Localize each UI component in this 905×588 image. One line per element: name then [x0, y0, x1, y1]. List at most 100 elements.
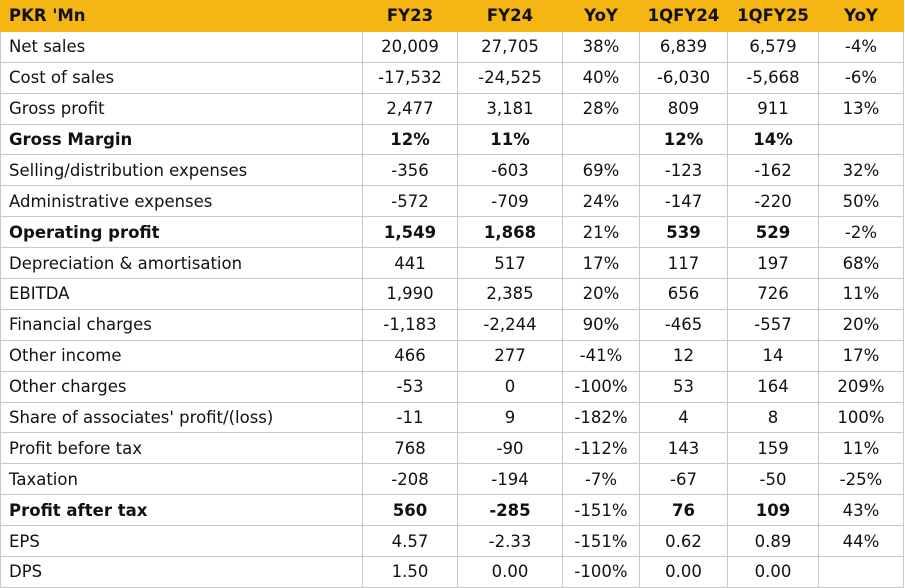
- yoy-annual-cell: 90%: [562, 308, 640, 341]
- header-fy23: FY23: [362, 0, 458, 32]
- 1qfy24-cell: 143: [639, 432, 728, 465]
- fy23-cell: -17,532: [362, 61, 458, 94]
- 1qfy24-cell: 6,839: [639, 30, 728, 63]
- fy23-cell: -1,183: [362, 308, 458, 341]
- fy23-cell: -356: [362, 154, 458, 187]
- fy23-cell: -208: [362, 463, 458, 496]
- row-label: Other income: [0, 339, 363, 372]
- fy24-cell: 0.00: [457, 556, 563, 588]
- fy23-cell: 441: [362, 247, 458, 280]
- fy24-cell: 2,385: [457, 278, 563, 310]
- fy24-cell: -2.33: [457, 525, 563, 558]
- table-row: Selling/distribution expenses -356 -603 69%…: [0, 154, 904, 187]
- table-row: Operating profit 1,549 1,868 21% 539 529 -2%: [0, 216, 904, 249]
- 1qfy24-cell: 0.00: [639, 556, 728, 588]
- 1qfy25-cell: 197: [727, 247, 819, 280]
- 1qfy24-cell: -147: [639, 185, 728, 218]
- 1qfy24-cell: 0.62: [639, 525, 728, 558]
- table-row: Cost of sales -17,532 -24,525 40% -6,030 -5,6…: [0, 61, 904, 94]
- 1qfy25-cell: -5,668: [727, 61, 819, 94]
- fy23-cell: 20,009: [362, 30, 458, 63]
- 1qfy24-cell: -67: [639, 463, 728, 496]
- fy23-cell: 560: [362, 494, 458, 527]
- yoy-quarterly-cell: 17%: [818, 339, 904, 372]
- table-header: PKR 'Mn FY23 FY24 YoY 1QFY24 1QFY25 YoY: [0, 0, 904, 32]
- table-row: Taxation -208 -194 -7% -67 -50 -25%: [0, 463, 904, 496]
- 1qfy25-cell: 14%: [727, 123, 819, 156]
- fy24-cell: 27,705: [457, 30, 563, 63]
- fy24-cell: -24,525: [457, 61, 563, 94]
- fy23-cell: 2,477: [362, 92, 458, 125]
- row-label: Net sales: [0, 30, 363, 63]
- fy23-cell: 466: [362, 339, 458, 372]
- fy23-cell: 12%: [362, 123, 458, 156]
- 1qfy25-cell: 164: [727, 370, 819, 403]
- yoy-annual-cell: 40%: [562, 61, 640, 94]
- 1qfy25-cell: 6,579: [727, 30, 819, 63]
- row-label: Other charges: [0, 370, 363, 403]
- 1qfy24-cell: 809: [639, 92, 728, 125]
- yoy-quarterly-cell: 50%: [818, 185, 904, 218]
- fy24-cell: 1,868: [457, 216, 563, 249]
- row-label: Gross Margin: [0, 123, 363, 156]
- yoy-quarterly-cell: 11%: [818, 432, 904, 465]
- yoy-annual-cell: -100%: [562, 370, 640, 403]
- 1qfy25-cell: 911: [727, 92, 819, 125]
- header-row: PKR 'Mn FY23 FY24 YoY 1QFY24 1QFY25 YoY: [0, 0, 904, 32]
- table-row: Administrative expenses -572 -709 24% -147 -2…: [0, 185, 904, 218]
- table-row: EBITDA 1,990 2,385 20% 656 726 11%: [0, 278, 904, 310]
- 1qfy24-cell: 12: [639, 339, 728, 372]
- yoy-quarterly-cell: 68%: [818, 247, 904, 280]
- row-label: Administrative expenses: [0, 185, 363, 218]
- header-yoy-annual: YoY: [562, 0, 640, 32]
- yoy-annual-cell: -7%: [562, 463, 640, 496]
- yoy-quarterly-cell: -4%: [818, 30, 904, 63]
- table-row: Depreciation & amortisation 441 517 17% 117 1…: [0, 247, 904, 280]
- row-label: Profit before tax: [0, 432, 363, 465]
- yoy-quarterly-cell: [818, 123, 904, 156]
- 1qfy24-cell: 53: [639, 370, 728, 403]
- fy24-cell: 0: [457, 370, 563, 403]
- fy24-cell: 3,181: [457, 92, 563, 125]
- yoy-annual-cell: -112%: [562, 432, 640, 465]
- yoy-quarterly-cell: 11%: [818, 278, 904, 310]
- row-label: Depreciation & amortisation: [0, 247, 363, 280]
- 1qfy24-cell: -123: [639, 154, 728, 187]
- yoy-annual-cell: [562, 123, 640, 156]
- yoy-quarterly-cell: 43%: [818, 494, 904, 527]
- fy24-cell: -285: [457, 494, 563, 527]
- table-body: Net sales 20,009 27,705 38% 6,839 6,579 -4% Cos…: [0, 30, 904, 588]
- yoy-quarterly-cell: 32%: [818, 154, 904, 187]
- header-1qfy24: 1QFY24: [639, 0, 728, 32]
- yoy-annual-cell: 38%: [562, 30, 640, 63]
- yoy-annual-cell: 24%: [562, 185, 640, 218]
- 1qfy24-cell: 656: [639, 278, 728, 310]
- row-label: Financial charges: [0, 308, 363, 341]
- fy24-cell: -194: [457, 463, 563, 496]
- row-label: Profit after tax: [0, 494, 363, 527]
- fy23-cell: 4.57: [362, 525, 458, 558]
- 1qfy25-cell: -220: [727, 185, 819, 218]
- table-row: Share of associates' profit/(loss) -11 9 -1…: [0, 401, 904, 434]
- fy24-cell: 277: [457, 339, 563, 372]
- row-label: DPS: [0, 556, 363, 588]
- 1qfy24-cell: 12%: [639, 123, 728, 156]
- fy24-cell: -90: [457, 432, 563, 465]
- fy24-cell: -603: [457, 154, 563, 187]
- table-row: EPS 4.57 -2.33 -151% 0.62 0.89 44%: [0, 525, 904, 558]
- 1qfy24-cell: 4: [639, 401, 728, 434]
- row-label: EPS: [0, 525, 363, 558]
- row-label: Taxation: [0, 463, 363, 496]
- 1qfy25-cell: 529: [727, 216, 819, 249]
- header-1qfy25: 1QFY25: [727, 0, 819, 32]
- table-row: Financial charges -1,183 -2,244 90% -465 -557…: [0, 308, 904, 341]
- fy23-cell: -572: [362, 185, 458, 218]
- fy24-cell: -709: [457, 185, 563, 218]
- table-row: Other charges -53 0 -100% 53 164 209%: [0, 370, 904, 403]
- 1qfy25-cell: -50: [727, 463, 819, 496]
- 1qfy25-cell: 159: [727, 432, 819, 465]
- table-row: Profit before tax 768 -90 -112% 143 159 11%: [0, 432, 904, 465]
- yoy-quarterly-cell: -2%: [818, 216, 904, 249]
- yoy-quarterly-cell: -25%: [818, 463, 904, 496]
